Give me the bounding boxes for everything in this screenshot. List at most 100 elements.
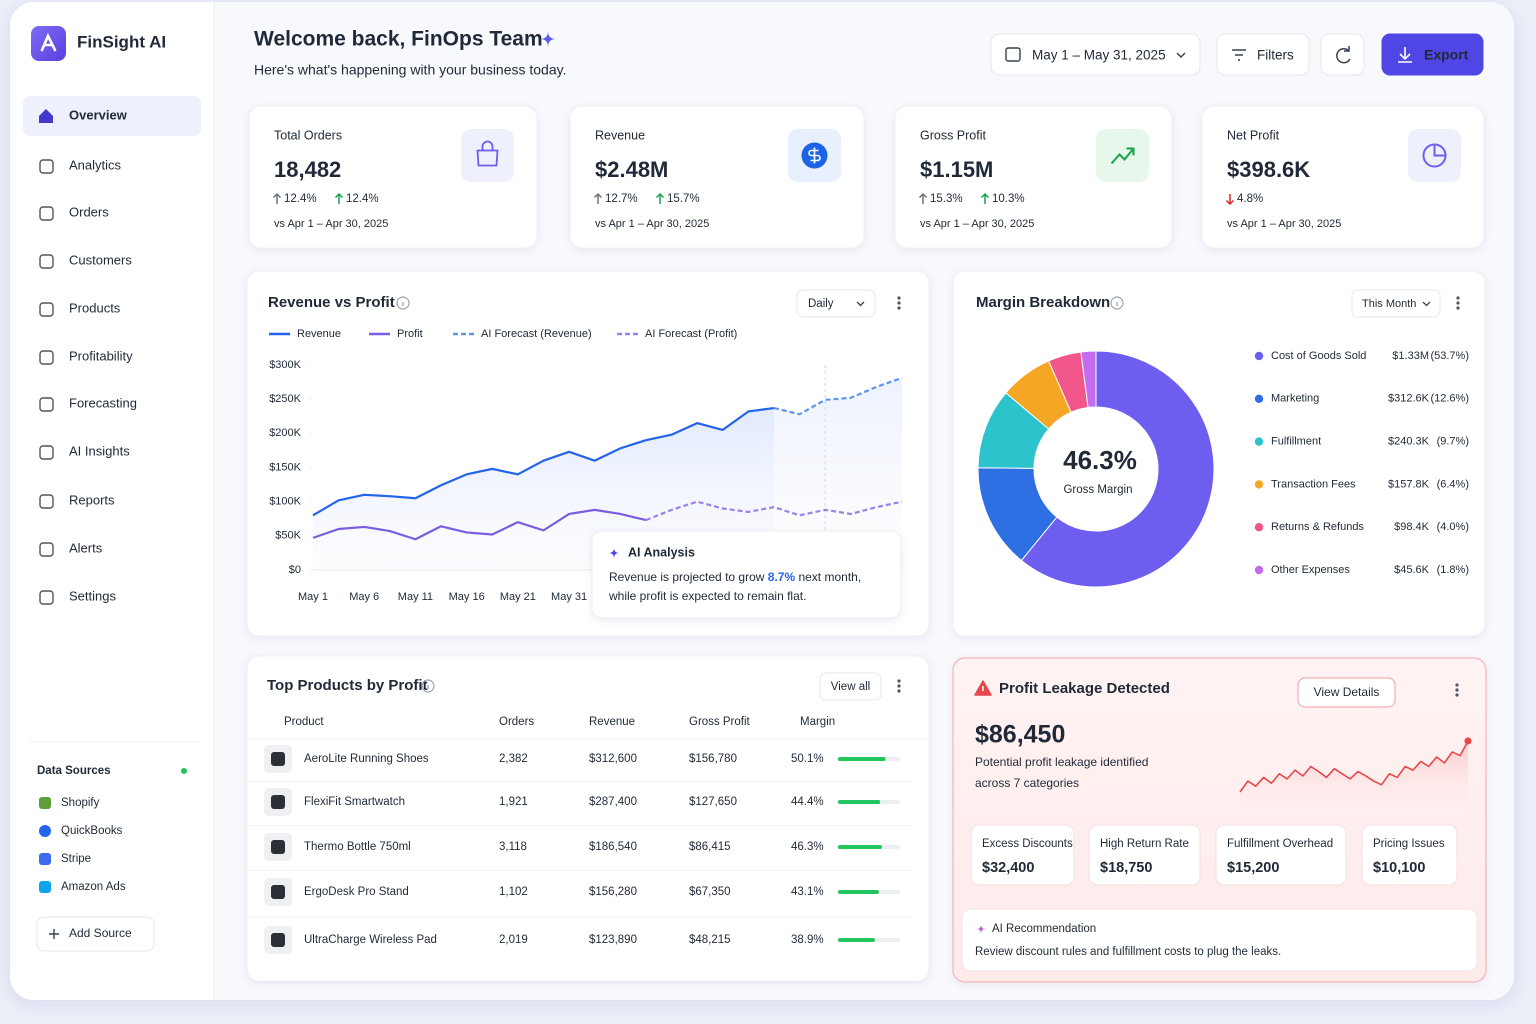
nav-item[interactable]: AI Insights [39, 443, 130, 460]
nav-item[interactable]: Overview [23, 96, 201, 136]
trend-arrow [593, 192, 603, 204]
data-sources-title: Data Sources [37, 765, 111, 777]
refresh-button[interactable] [1320, 33, 1365, 76]
button-bg [1381, 33, 1484, 76]
nav-label: Products [69, 300, 121, 315]
cell-orders: 3,118 [499, 841, 527, 853]
filter-icon [1232, 49, 1246, 61]
cell-revenue: $312,600 [589, 753, 637, 765]
table-row[interactable]: Thermo Bottle 750ml 3,118 $186,540 $86,415 4… [264, 833, 900, 861]
kpi-compare: vs Apr 1 – Apr 30, 2025 [595, 218, 709, 230]
nav-item[interactable]: Settings [39, 588, 116, 605]
kpi-change-previous: 15.3% [930, 193, 963, 205]
chevron [856, 301, 865, 307]
product-thumbnail-shape [271, 933, 285, 947]
legend-label: Other Expenses [1271, 564, 1350, 576]
margin-bar [838, 757, 886, 761]
legend-label: Fulfillment [1271, 436, 1321, 448]
nav-item[interactable]: Analytics [39, 157, 122, 174]
data-source[interactable]: Shopify [39, 797, 100, 809]
filters-button[interactable]: Filters [1216, 33, 1310, 76]
cell-orders: 1,921 [499, 796, 528, 808]
source-name: Amazon Ads [61, 881, 126, 893]
page-title: Welcome back, FinOps Team [254, 28, 543, 51]
category-bg [1361, 824, 1458, 886]
margin-bar [838, 845, 882, 849]
sparkle-icon [976, 924, 986, 934]
kpi-card: Net Profit $398.6K 4.8% vs Apr 1 – Apr 30, … [1201, 105, 1485, 249]
view-details-button[interactable]: View Details [1297, 677, 1396, 708]
table-row[interactable]: AeroLite Running Shoes 2,382 $312,600 $156,… [264, 745, 900, 773]
page-subtitle: Here's what's happening with your busine… [254, 62, 566, 78]
source-name: QuickBooks [61, 825, 123, 837]
leakage-category: Fulfillment Overhead $15,200 [1215, 824, 1347, 886]
cell-margin: 44.4% [791, 796, 824, 808]
data-source[interactable]: Amazon Ads [39, 881, 126, 893]
legend-label: Marketing [1271, 393, 1319, 405]
legend-label: Returns & Refunds [1271, 521, 1364, 533]
period-dropdown[interactable]: This Month [1351, 289, 1441, 318]
period-dropdown[interactable]: Daily [796, 289, 876, 318]
nav-icon [39, 350, 54, 365]
nav-icon [39, 590, 54, 605]
nav-item[interactable]: Products [39, 300, 121, 317]
table-row[interactable]: FlexiFit Smartwatch 1,921 $287,400 $127,650… [264, 788, 900, 816]
view-all-button[interactable]: View all [819, 672, 882, 701]
trend-arrow [1225, 194, 1235, 206]
data-source[interactable]: Stripe [39, 853, 91, 865]
nav-item[interactable]: Orders [39, 204, 109, 221]
table-row[interactable]: ErgoDesk Pro Stand 1,102 $156,280 $67,350 43… [264, 878, 900, 906]
dropdown-bg [1351, 289, 1441, 318]
button-label: Filters [1257, 48, 1294, 63]
kpi-card: Revenue $2.48M 12.7% 15.7% vs Apr 1 – Apr 30… [569, 105, 865, 249]
nav-active-bg [23, 96, 201, 136]
info-icon [396, 296, 410, 310]
kpi-change-previous: 12.4% [284, 193, 317, 205]
callout-text-part: next month, [795, 570, 861, 584]
nav-item[interactable]: Forecasting [39, 395, 137, 412]
column-header: Orders [499, 716, 534, 728]
donut-center-value: 46.3% [1063, 445, 1137, 475]
callout-text-part: Revenue is projected to grow [609, 570, 768, 584]
category-label: Excess Discounts [982, 838, 1073, 850]
nav-item[interactable]: Profitability [39, 348, 133, 365]
nav-item[interactable]: Customers [39, 252, 132, 269]
legend-percent: (1.8%) [1437, 564, 1469, 576]
y-tick-label: $50K [275, 530, 301, 542]
x-tick-label: May 31 [551, 591, 587, 603]
date-range-button[interactable]: May 1 – May 31, 2025 [990, 33, 1201, 76]
product-thumbnail-shape [271, 795, 285, 809]
column-header: Gross Profit [689, 716, 751, 728]
nav-item[interactable]: Reports [39, 492, 115, 509]
column-header: Product [284, 716, 324, 728]
kpi-label: Gross Profit [920, 128, 987, 142]
margin-bar [838, 800, 881, 804]
category-label: Fulfillment Overhead [1227, 838, 1333, 850]
cell-gross-profit: $127,650 [689, 796, 737, 808]
nav-label: AI Insights [69, 443, 130, 458]
legend-percent: (9.7%) [1437, 436, 1469, 448]
legend-amount: $312.6K [1388, 393, 1430, 405]
product-name: UltraCharge Wireless Pad [304, 934, 437, 946]
legend-percent: (53.7%) [1430, 350, 1469, 362]
category-value: $18,750 [1100, 860, 1152, 876]
menu-dot [1455, 683, 1459, 687]
kpi-compare: vs Apr 1 – Apr 30, 2025 [274, 218, 388, 230]
table-row[interactable]: UltraCharge Wireless Pad 2,019 $123,890 $48… [264, 926, 900, 954]
kpi-compare: vs Apr 1 – Apr 30, 2025 [1227, 218, 1341, 230]
trend-arrow [655, 192, 665, 204]
data-source[interactable]: QuickBooks [39, 825, 123, 837]
kpi-icon-bg [461, 129, 514, 182]
margin-bar [838, 890, 879, 894]
menu-dot [1456, 296, 1460, 300]
recommendation-bg [961, 908, 1478, 972]
legend-label: Transaction Fees [1271, 478, 1356, 490]
export-button[interactable]: Export [1381, 33, 1484, 76]
legend-percent: (12.6%) [1430, 393, 1469, 405]
add-source-button[interactable]: Add Source [36, 916, 155, 952]
nav-item[interactable]: Alerts [39, 540, 103, 557]
source-icon [39, 797, 51, 809]
bag-icon [476, 140, 499, 167]
source-icon [39, 825, 51, 837]
